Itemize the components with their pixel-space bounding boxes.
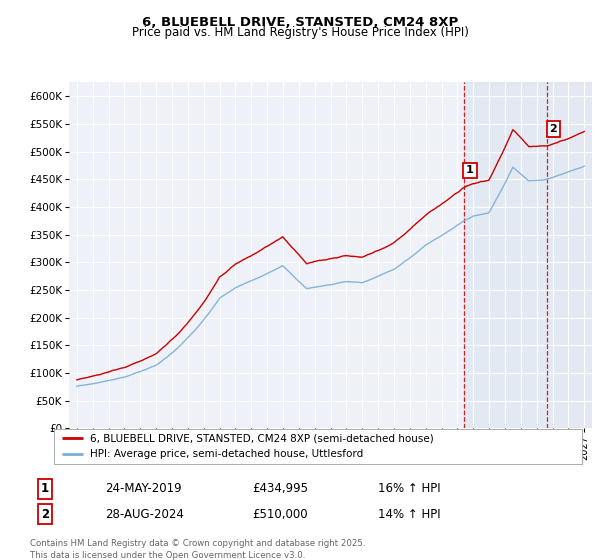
Text: 14% ↑ HPI: 14% ↑ HPI bbox=[378, 507, 440, 521]
Text: 2: 2 bbox=[550, 124, 557, 134]
Bar bbox=[464, 82, 592, 428]
Text: HPI: Average price, semi-detached house, Uttlesford: HPI: Average price, semi-detached house,… bbox=[90, 449, 363, 459]
Text: £434,995: £434,995 bbox=[252, 482, 308, 496]
Text: 1: 1 bbox=[41, 482, 49, 496]
Text: 2: 2 bbox=[41, 507, 49, 521]
Text: 1: 1 bbox=[466, 165, 474, 175]
Text: Contains HM Land Registry data © Crown copyright and database right 2025.
This d: Contains HM Land Registry data © Crown c… bbox=[30, 539, 365, 559]
Text: 24-MAY-2019: 24-MAY-2019 bbox=[105, 482, 182, 496]
Text: 28-AUG-2024: 28-AUG-2024 bbox=[105, 507, 184, 521]
Text: 16% ↑ HPI: 16% ↑ HPI bbox=[378, 482, 440, 496]
Text: Price paid vs. HM Land Registry's House Price Index (HPI): Price paid vs. HM Land Registry's House … bbox=[131, 26, 469, 39]
Text: 6, BLUEBELL DRIVE, STANSTED, CM24 8XP (semi-detached house): 6, BLUEBELL DRIVE, STANSTED, CM24 8XP (s… bbox=[90, 433, 434, 444]
Text: 6, BLUEBELL DRIVE, STANSTED, CM24 8XP: 6, BLUEBELL DRIVE, STANSTED, CM24 8XP bbox=[142, 16, 458, 29]
Text: £510,000: £510,000 bbox=[252, 507, 308, 521]
